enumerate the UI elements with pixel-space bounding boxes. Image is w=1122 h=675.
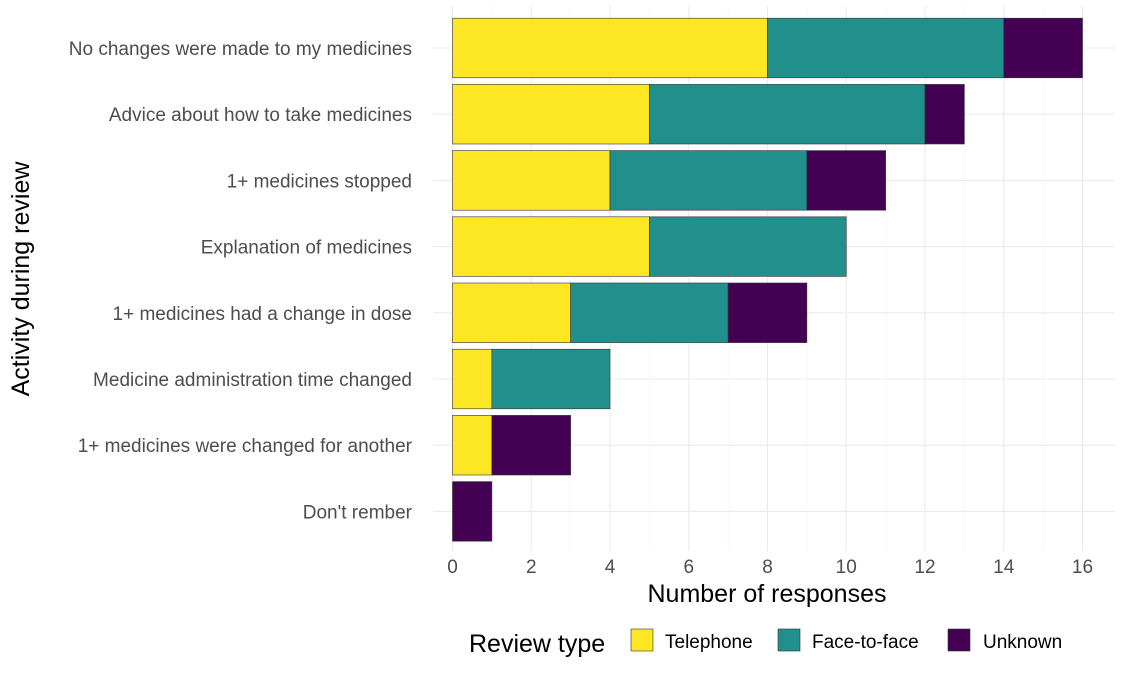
y-tick-label: No changes were made to my medicines — [69, 39, 412, 60]
bar-segment-face-to-face — [649, 216, 847, 277]
bar-segment-face-to-face — [767, 17, 1005, 79]
bar-segment-unknown — [806, 150, 886, 211]
legend-label-face-to-face: Face-to-face — [812, 632, 919, 653]
x-tick-label: 16 — [1072, 557, 1093, 578]
bar-segment-face-to-face — [491, 348, 611, 410]
legend-title: Review type — [469, 630, 605, 658]
y-tick-label: Don't rember — [303, 502, 413, 523]
bar-segment-face-to-face — [570, 282, 729, 343]
bar-segment-telephone — [452, 282, 571, 343]
x-tick-label: 12 — [914, 557, 935, 578]
x-tick-label: 2 — [526, 557, 537, 578]
legend-label-unknown: Unknown — [983, 632, 1062, 653]
y-tick-label: Medicine administration time changed — [93, 370, 412, 391]
x-tick-label: 0 — [447, 557, 458, 578]
bar-segment-face-to-face — [609, 150, 808, 211]
y-tick-label: 1+ medicines stopped — [227, 171, 412, 192]
legend-label-telephone: Telephone — [665, 632, 753, 653]
bar-segment-unknown — [491, 415, 571, 476]
x-tick-label: 10 — [836, 557, 857, 578]
bar-segment-telephone — [452, 348, 493, 410]
legend-key-unknown — [947, 628, 971, 652]
x-tick-label: 6 — [683, 557, 694, 578]
legend-key-face-to-face — [777, 628, 801, 652]
x-tick-label: 4 — [605, 557, 616, 578]
bar-segment-telephone — [452, 216, 650, 277]
bar-segment-telephone — [452, 84, 650, 145]
y-axis-title: Activity during review — [7, 161, 35, 397]
y-tick-labels: No changes were made to my medicines Advi… — [69, 39, 413, 523]
legend: Review type Telephone Face-to-face Unknown — [469, 628, 1062, 658]
bar-segment-unknown — [452, 481, 493, 542]
x-tick-labels: 0 2 4 6 8 10 12 14 16 — [447, 557, 1093, 578]
bar-segment-face-to-face — [649, 84, 926, 145]
bars — [452, 17, 1083, 542]
y-tick-label: 1+ medicines were changed for another — [78, 436, 413, 457]
legend-key-telephone — [630, 628, 654, 652]
bar-segment-telephone — [452, 17, 768, 79]
x-axis-title: Number of responses — [647, 580, 886, 608]
y-tick-label: Explanation of medicines — [201, 238, 412, 259]
y-tick-label: Advice about how to take medicines — [109, 105, 412, 126]
y-tick-label: 1+ medicines had a change in dose — [113, 304, 412, 325]
bar-segment-unknown — [924, 84, 965, 145]
bar-segment-unknown — [727, 282, 808, 343]
bar-segment-telephone — [452, 150, 611, 211]
bar-segment-unknown — [1003, 17, 1083, 79]
x-tick-label: 8 — [762, 557, 773, 578]
x-tick-label: 14 — [993, 557, 1015, 578]
bar-segment-telephone — [452, 415, 493, 476]
